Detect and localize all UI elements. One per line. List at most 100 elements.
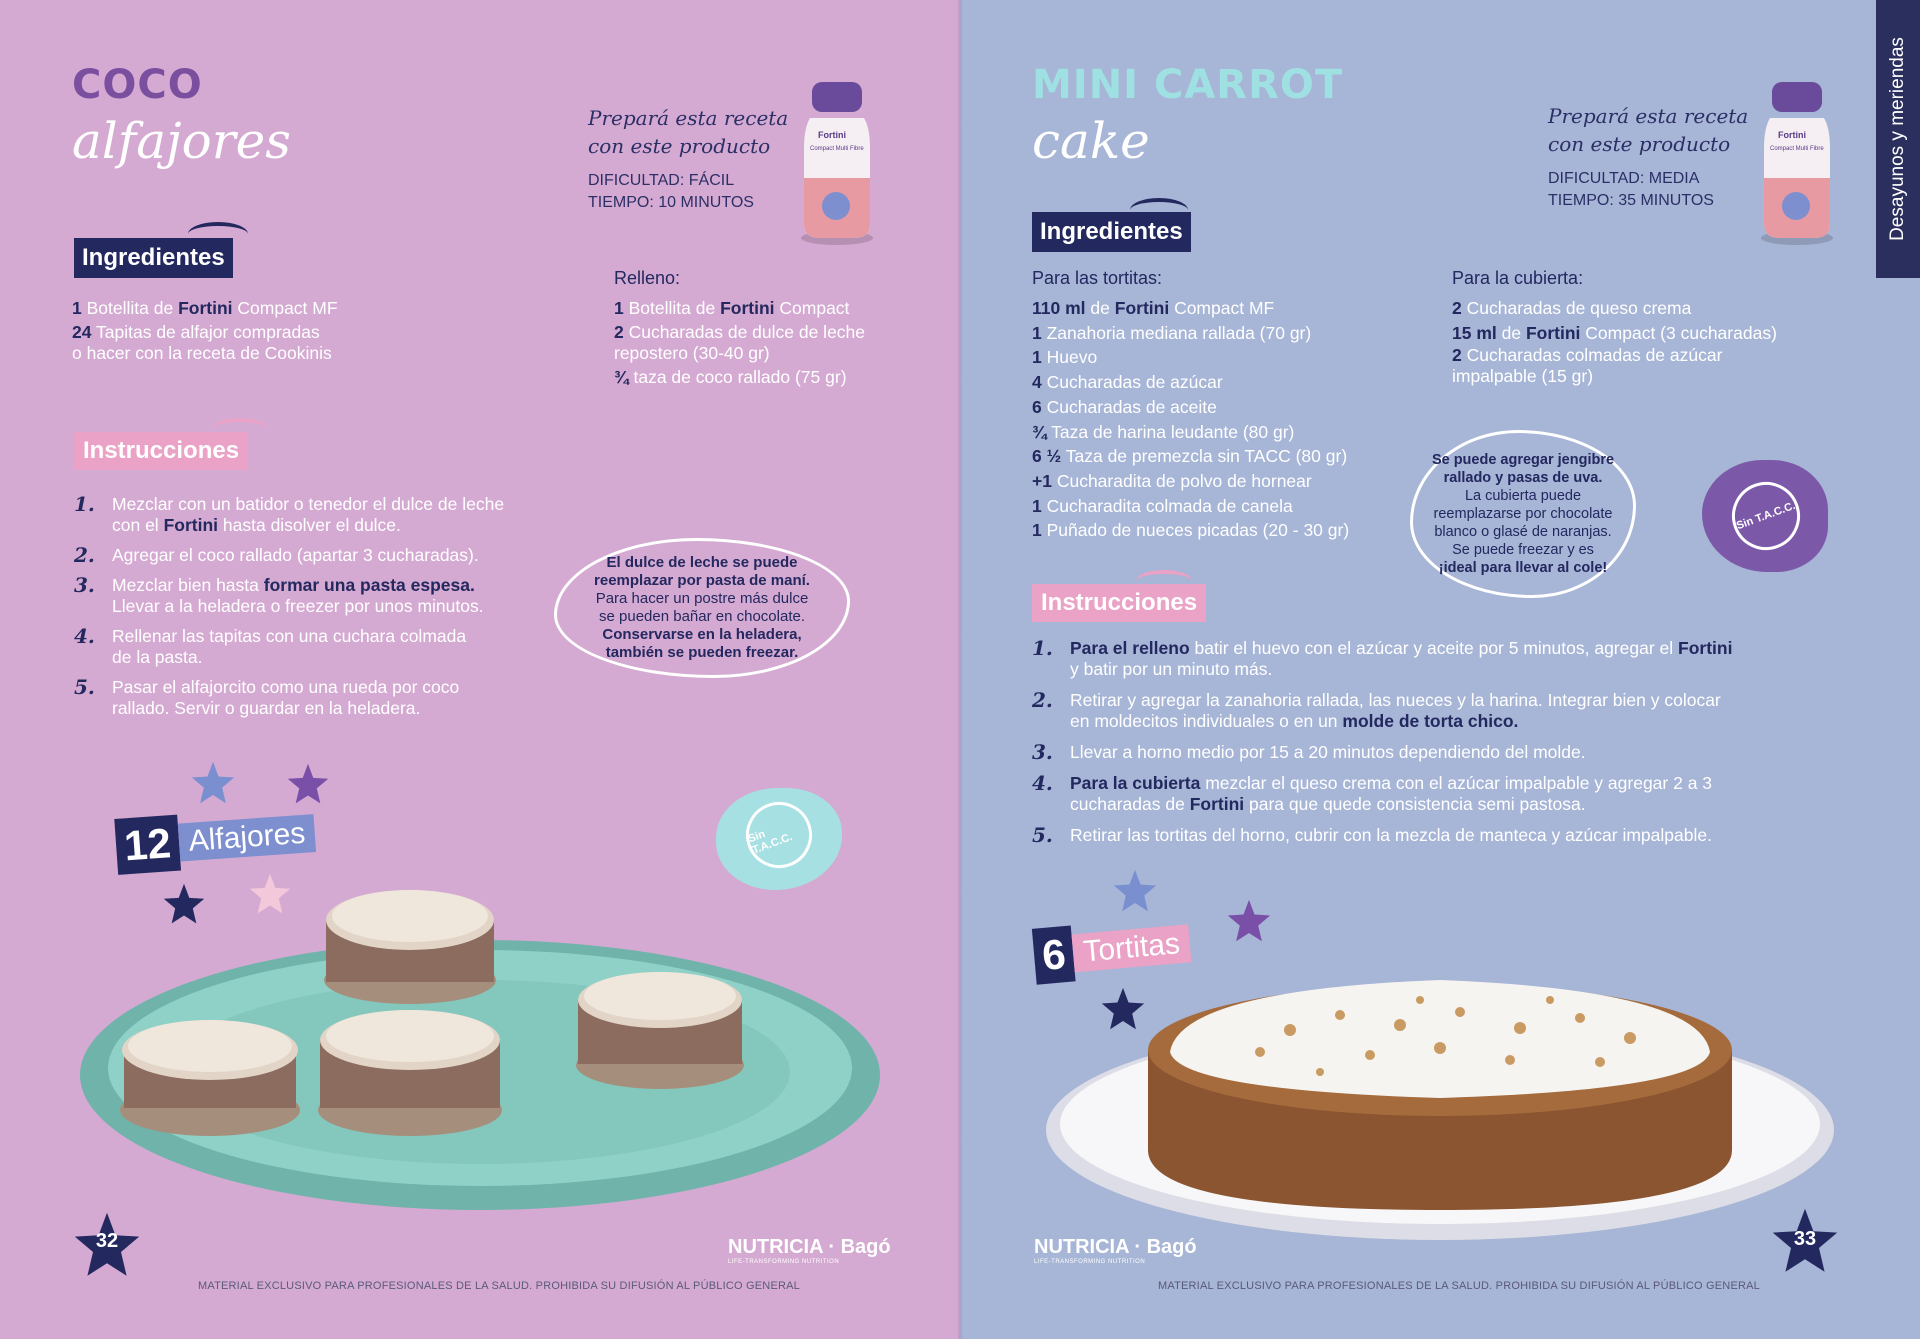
yield-unit: Alfajores <box>177 814 317 862</box>
ingredient-item: ¾ taza de coco rallado (75 gr) <box>614 367 934 388</box>
fortini-bottle-image: Fortini Compact Multi Fibre <box>801 82 873 245</box>
cubierta-heading: Para la cubierta: <box>1452 268 1584 288</box>
heading-arc <box>188 222 248 246</box>
instructions-heading: Instrucciones <box>1032 584 1207 622</box>
qty: 24 <box>72 322 92 342</box>
star-icon <box>1101 987 1145 1030</box>
qty: 6 ½ <box>1032 446 1062 467</box>
instructions-list: 1. Mezclar con un batidor o tenedor el du… <box>74 494 544 728</box>
ingredient-item: 2 Cucharadas colmadas de azúcar impalpabl… <box>1452 345 1832 387</box>
brand-fortini: Fortini <box>720 298 775 318</box>
brand-fortini: Fortini <box>163 515 219 535</box>
bottle-brand: Fortini <box>1778 130 1806 140</box>
ingredient-item: 1 Puñado de nueces picadas (20 - 30 gr) <box>1032 518 1432 543</box>
logo-nutricia: NUTRICIA <box>728 1236 823 1258</box>
step-emphasis: Para la cubierta <box>1070 773 1201 793</box>
prep-time: TIEMPO: 35 MINUTOS <box>1548 192 1714 209</box>
step-text: batir el huevo con el azúcar y aceite po… <box>1194 638 1674 658</box>
ingredients-list: 1 Botellita de Fortini Compact MF 24 Tap… <box>72 298 452 364</box>
gluten-free-badge: Sin T.A.C.C. <box>716 788 842 890</box>
page-33: MINI CARROT cake Prepará esta receta con… <box>960 0 1920 1339</box>
relleno-heading: Relleno: <box>614 268 681 288</box>
step-text: Mezclar bien hasta <box>112 575 259 595</box>
ingredient-text: o hacer con la receta de Cookinis <box>72 343 332 363</box>
heading-arc <box>1136 570 1192 592</box>
logo-bago: Bagó <box>1146 1236 1197 1258</box>
logo-separator: · <box>1134 1236 1142 1258</box>
gluten-free-badge: Sin T.A.C.C. <box>1702 460 1828 572</box>
qty: 1 <box>1032 520 1042 541</box>
ingredient-item: 6 ½ Taza de premezcla sin TACC (80 gr) <box>1032 444 1432 469</box>
tip-line: blanco o glasé de naranjas. <box>1434 524 1612 540</box>
tip-line: Para hacer un postre más dulce <box>595 590 809 607</box>
step-text: de la pasta. <box>112 647 203 667</box>
qty: ¾ <box>614 367 629 387</box>
ingredient-item: 110 ml de Fortini Compact MF <box>1032 296 1432 321</box>
step-text: rallado. Servir o guardar en la heladera… <box>112 698 421 718</box>
ingredient-text: taza de coco rallado (75 gr) <box>633 367 847 387</box>
relleno-list: 1 Botellita de Fortini Compact 2 Cuchara… <box>614 298 934 388</box>
ingredients-heading: Ingredientes <box>1032 212 1191 252</box>
qty: 1 <box>1032 322 1042 343</box>
prep-line: con este producto <box>1548 132 1731 156</box>
ingredient-text: de <box>1501 322 1522 343</box>
ingredient-text: Taza de harina leudante (80 gr) <box>1051 421 1295 442</box>
prep-note: Prepará esta receta con este producto <box>1548 102 1748 158</box>
page-number: 32 <box>95 1230 119 1252</box>
tip-bubble: Se puede agregar jengibre rallado y pasa… <box>1410 430 1636 598</box>
step-text: con el <box>112 515 159 535</box>
qty: 15 ml <box>1452 322 1497 343</box>
step-text: Agregar el coco rallado (apartar 3 cucha… <box>112 545 479 565</box>
page-number-star <box>74 1212 140 1276</box>
cubierta-list: 2 Cucharadas de queso crema 15 ml de For… <box>1452 296 1832 387</box>
badge-text: Sin T.A.C.C. <box>1722 472 1810 560</box>
recipe-title-script: cake <box>1032 112 1150 170</box>
qty: 1 <box>1032 347 1042 368</box>
instruction-step: 2. Retirar y agregar la zanahoria rallada… <box>1032 690 1772 732</box>
recipe-title-bold: COCO <box>72 62 203 108</box>
instruction-step: 1. Para el relleno batir el huevo con el … <box>1032 638 1772 680</box>
step-emphasis: molde de torta chico. <box>1342 711 1519 731</box>
alfajor-stack <box>120 1020 300 1136</box>
prep-line: Prepará esta receta <box>588 106 789 130</box>
instructions-list: 1. Para el relleno batir el huevo con el … <box>1032 638 1772 855</box>
brand-fortini: Fortini <box>1525 322 1581 343</box>
alfajor-stack <box>324 890 496 1004</box>
qty: 6 <box>1032 396 1042 417</box>
alfajores-photo <box>80 890 880 1210</box>
step-text: para que quede consistencia semi pastosa… <box>1249 794 1586 814</box>
heading-arc <box>1130 198 1188 222</box>
logo-nutricia: NUTRICIA <box>1034 1236 1129 1258</box>
step-emphasis: Para el relleno <box>1070 638 1190 658</box>
step-text: mezclar el queso crema con el azúcar imp… <box>1205 773 1713 793</box>
ingredient-item: 1 Zanahoria mediana rallada (70 gr) <box>1032 321 1432 346</box>
carrot-cake-photo <box>1046 980 1834 1240</box>
tip-line: se pueden bañar en chocolate. <box>599 608 805 625</box>
brand-fortini: Fortini <box>1189 794 1245 814</box>
logo-bago: Bagó <box>840 1236 891 1258</box>
star-icon <box>1227 899 1271 942</box>
recipe-title-script: alfajores <box>72 112 291 170</box>
tip-line: reemplazarse por chocolate <box>1433 506 1613 522</box>
tip-line: El dulce de leche se puede <box>606 554 798 571</box>
ingredient-text: Zanahoria mediana rallada (70 gr) <box>1046 322 1312 343</box>
prep-time: TIEMPO: 10 MINUTOS <box>588 194 754 211</box>
ingredient-item: 4 Cucharadas de azúcar <box>1032 370 1432 395</box>
star-icon <box>163 883 205 924</box>
tip-line: Conservarse en la heladera, <box>602 626 802 643</box>
heading-arc <box>212 418 268 440</box>
qty: 1 <box>1032 495 1042 516</box>
step-number: 1. <box>1032 636 1053 660</box>
ingredient-item: 1 Cucharadita colmada de canela <box>1032 494 1432 519</box>
ingredient-item: 1 Huevo <box>1032 345 1432 370</box>
ingredient-text: Cucharadas de queso crema <box>1466 298 1692 318</box>
step-number: 2. <box>1032 688 1053 712</box>
ingredients-heading: Ingredientes <box>74 238 233 278</box>
star-icon <box>249 873 291 914</box>
fortini-bottle-image: Fortini Compact Multi Fibre <box>1761 82 1833 245</box>
instruction-step: 2. Agregar el coco rallado (apartar 3 cuc… <box>74 545 544 566</box>
ingredient-text: Cucharadas de azúcar <box>1046 372 1223 393</box>
step-text: Retirar las tortitas del horno, cubrir c… <box>1070 825 1712 845</box>
ingredient-text: Compact <box>779 298 850 318</box>
